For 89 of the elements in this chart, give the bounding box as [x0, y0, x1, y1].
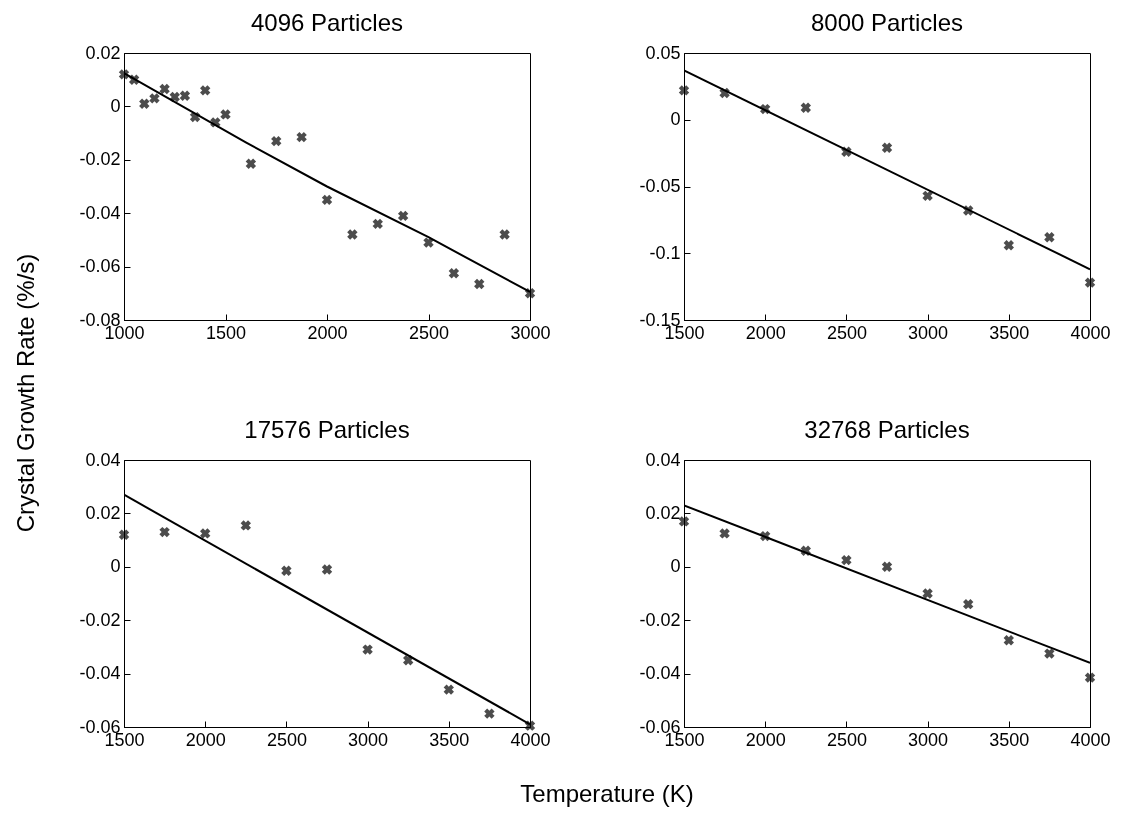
point: [678, 516, 690, 527]
point: [423, 237, 434, 248]
point: [678, 85, 690, 96]
y-tick-label: -0.02: [79, 609, 121, 630]
point: [1084, 277, 1096, 288]
point: [159, 526, 170, 538]
point: [347, 229, 358, 240]
y-tick-label: -0.02: [79, 149, 121, 170]
y-tick-label: 0: [670, 556, 681, 577]
point: [443, 684, 454, 695]
x-tick-label: 3000: [908, 729, 949, 750]
x-tick-label: 2000: [307, 322, 348, 343]
point: [271, 135, 282, 147]
point: [841, 554, 852, 566]
point: [448, 268, 460, 279]
x-tick-label: 2500: [826, 322, 867, 343]
point: [200, 85, 211, 96]
point: [499, 229, 510, 240]
point: [139, 98, 150, 109]
point: [881, 142, 893, 153]
x-tick-label: 1500: [205, 322, 247, 343]
point: [397, 210, 409, 222]
point: [321, 564, 333, 575]
y-tick-label: -0.06: [79, 256, 121, 277]
y-tick-label: 0.04: [645, 449, 681, 470]
point: [296, 131, 307, 143]
x-tick-label: 2000: [745, 322, 786, 343]
y-tick-label: -0.1: [649, 242, 681, 263]
point: [474, 278, 485, 290]
point: [484, 708, 495, 719]
y-tick-label: 0: [670, 109, 681, 130]
point: [719, 528, 730, 539]
point: [179, 90, 191, 101]
chart-title: 8000 Particles: [810, 9, 964, 36]
y-tick-label: -0.04: [639, 663, 681, 684]
point: [922, 588, 933, 599]
x-tick-label: 2500: [266, 729, 307, 750]
point: [1044, 648, 1055, 659]
point: [1003, 635, 1014, 646]
y-tick-label: 0.02: [85, 42, 121, 63]
point: [800, 102, 811, 113]
x-axis-title: Temperature (K): [520, 780, 694, 808]
x-tick-label: 2500: [408, 322, 450, 343]
x-tick-label: 3500: [989, 729, 1030, 750]
x-tick-label: 4000: [510, 729, 551, 750]
x-tick-label: 4000: [1070, 322, 1111, 343]
y-tick-label: 0.02: [645, 502, 681, 523]
chart-title: 17576 Particles: [244, 416, 410, 443]
y-axis-title: Crystal Growth Rate (%/s): [12, 253, 40, 533]
chart-title: 4096 Particles: [250, 9, 404, 36]
point: [372, 218, 383, 230]
y-tick-label: 0.05: [645, 42, 681, 63]
point: [245, 158, 257, 169]
point: [118, 69, 130, 80]
x-tick-label: 3500: [429, 729, 470, 750]
x-tick-label: 3000: [908, 322, 949, 343]
x-tick-label: 2500: [826, 729, 867, 750]
x-tick-label: 3000: [510, 322, 551, 343]
y-tick-label: -0.02: [639, 609, 681, 630]
y-tick-label: -0.04: [79, 663, 121, 684]
y-tick-label: 0: [110, 556, 121, 577]
point: [118, 529, 130, 540]
point: [1003, 240, 1014, 251]
x-tick-label: 2000: [185, 729, 226, 750]
point: [362, 644, 373, 655]
y-tick-label: -0.04: [79, 202, 121, 223]
point: [524, 720, 536, 731]
point: [281, 565, 292, 576]
point: [240, 520, 251, 531]
point: [321, 194, 333, 206]
point: [881, 561, 893, 572]
point: [922, 190, 933, 202]
point: [1044, 232, 1055, 243]
point: [1084, 672, 1096, 683]
point: [220, 109, 231, 120]
y-tick-label: 0: [110, 95, 121, 116]
x-tick-label: 2000: [745, 729, 786, 750]
y-tick-label: 0.02: [85, 502, 121, 523]
point: [200, 528, 211, 539]
point: [159, 83, 170, 95]
x-tick-label: 4000: [1070, 729, 1111, 750]
x-tick-label: 3000: [348, 729, 389, 750]
point: [169, 91, 180, 103]
point: [149, 93, 160, 104]
chart-title: 32768 Particles: [804, 416, 970, 443]
x-tick-label: 3500: [989, 322, 1030, 343]
y-tick-label: 0.04: [85, 449, 121, 470]
y-tick-label: -0.05: [639, 176, 681, 196]
point: [963, 598, 974, 610]
